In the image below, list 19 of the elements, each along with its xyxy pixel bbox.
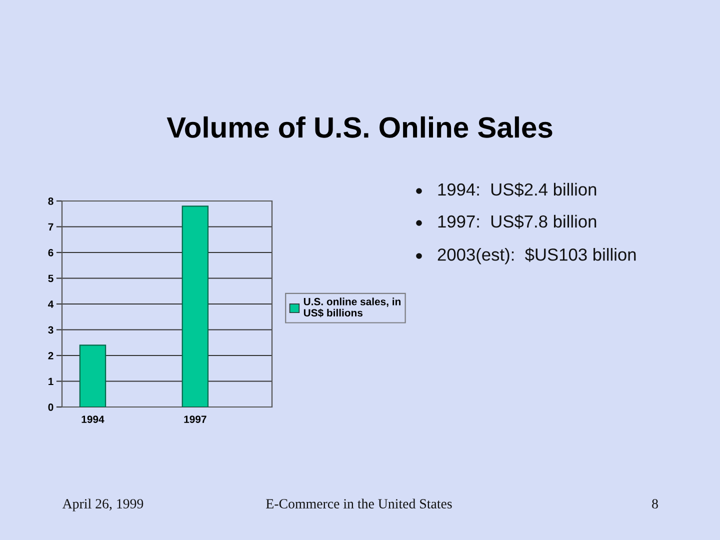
x-tick-label: 1997 xyxy=(184,416,206,423)
text: 2003(est): $US103 billion xyxy=(438,248,636,264)
legend-label: U.S. online sales, in US$ billions xyxy=(304,298,400,318)
y-tick-label: 6 xyxy=(48,249,54,256)
y-tick-label: 3 xyxy=(48,326,54,334)
text: E-Commerce in the United States xyxy=(266,498,452,508)
x-tick-label: 1994 xyxy=(82,416,104,423)
text: 1994: US$2.4 billion xyxy=(438,182,596,197)
text: Volume of U.S. Online Sales xyxy=(166,116,552,138)
y-tick-label: 7 xyxy=(48,223,54,231)
y-tick-label: 0 xyxy=(48,404,54,411)
text: 1997: US$7.8 billion xyxy=(438,214,596,229)
y-tick-label: 5 xyxy=(48,274,54,282)
y-tick-label: 8 xyxy=(48,198,54,205)
y-tick-label: 4 xyxy=(48,300,54,308)
text: 8 xyxy=(652,499,658,508)
text: April 26, 1999 xyxy=(62,498,144,512)
y-tick-label: 1 xyxy=(48,378,54,386)
y-tick-label: 2 xyxy=(48,352,54,360)
